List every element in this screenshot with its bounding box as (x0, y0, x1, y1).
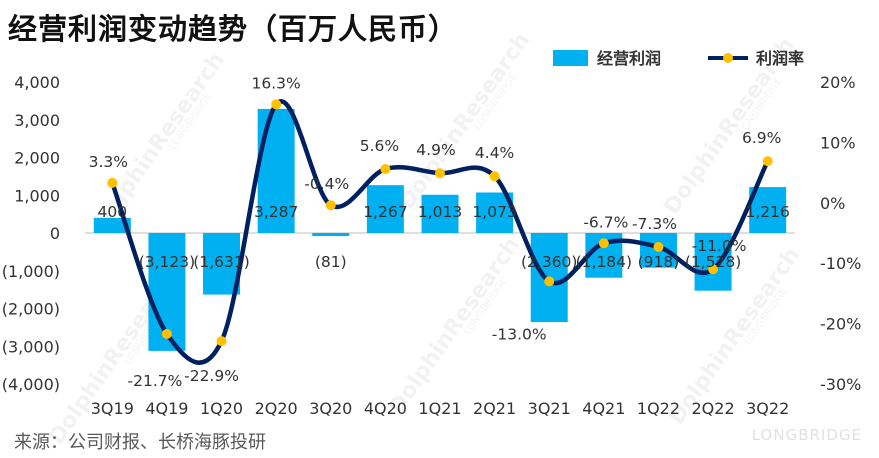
margin-value-label: -6.7% (583, 213, 628, 231)
bar-4Q20 (366, 185, 404, 233)
x-tick-label: 1Q22 (637, 399, 680, 418)
x-tick-label: 3Q20 (309, 399, 352, 418)
y-right-tick-label: -30% (820, 375, 861, 394)
y-right-tick-label: 10% (820, 133, 856, 152)
y-left-tick-label: (1,000) (2, 262, 60, 281)
x-tick-label: 3Q22 (746, 399, 789, 418)
bar-value-label: 3,287 (254, 203, 298, 221)
x-tick-label: 2Q21 (473, 399, 516, 418)
bar-value-label: (3,123) (139, 253, 195, 271)
margin-point-2Q20 (271, 99, 282, 110)
margin-value-label: -21.7% (128, 372, 183, 390)
watermark-brand-corner: LONGBRIDGE (752, 426, 862, 444)
y-right-tick-label: -20% (820, 315, 861, 334)
x-tick-label: 1Q21 (418, 399, 461, 418)
source-note: 来源：公司财报、长桥海豚投研 (14, 432, 266, 453)
margin-value-label: -22.9% (184, 367, 239, 385)
bar-2Q20 (257, 108, 295, 233)
margin-value-label: 5.6% (360, 137, 399, 155)
bar-value-label: 1,267 (363, 203, 407, 221)
margin-value-label: -7.3% (632, 215, 677, 233)
x-tick-label: 2Q22 (692, 399, 735, 418)
margin-point-2Q21 (489, 171, 500, 182)
bar-1Q21 (421, 194, 459, 233)
margin-point-1Q22 (653, 241, 664, 252)
margin-value-label: -13.0% (492, 325, 547, 343)
watermark-text: DolphinResearch (394, 28, 535, 214)
x-tick-label: 4Q21 (582, 399, 625, 418)
bar-value-label: (1,528) (685, 253, 741, 271)
bar-3Q20 (312, 233, 350, 237)
x-tick-label: 1Q20 (200, 399, 243, 418)
bar-value-label: (2,360) (521, 253, 577, 271)
margin-point-2Q22 (708, 264, 719, 275)
margin-point-3Q22 (762, 156, 773, 167)
labels-layer: 400 (3,123)(1,631) 3,287 (81) 1,267 1,013 1,07… (89, 74, 790, 390)
line-layer (107, 99, 773, 365)
margin-value-label: 16.3% (252, 74, 301, 92)
y-right-tick-label: 0% (820, 194, 845, 213)
margin-point-4Q19 (161, 328, 172, 339)
bar-2Q22 (694, 233, 732, 291)
margin-value-label: 6.9% (742, 129, 781, 147)
x-tick-label: 4Q20 (364, 399, 407, 418)
y-left-tick-label: (2,000) (2, 300, 60, 319)
bar-3Q19 (93, 217, 131, 233)
margin-value-label: -0.4% (304, 175, 349, 193)
margin-point-4Q20 (380, 163, 391, 174)
y-right-tick-label: -10% (820, 254, 861, 273)
x-tick-label: 4Q19 (145, 399, 188, 418)
bar-value-label: 400 (98, 203, 128, 221)
chart-title: 经营利润变动趋势（百万人民币） (8, 12, 459, 46)
legend-line-label: 利润率 (756, 49, 804, 68)
bar-value-label: 1,073 (472, 203, 516, 221)
margin-value-label: 4.9% (416, 141, 455, 159)
bar-value-label: (81) (315, 253, 347, 271)
x-tick-label: 3Q21 (528, 399, 571, 418)
margin-point-3Q20 (325, 200, 336, 211)
margin-point-4Q21 (598, 238, 609, 249)
y-left-tick-label: (4,000) (2, 375, 60, 394)
bar-value-label: (1,631) (193, 253, 249, 271)
legend: 经营利润 利润率 (553, 49, 804, 68)
y-left-tick-label: 1,000 (14, 186, 60, 205)
y-left-tick-label: (3,000) (2, 337, 60, 356)
bar-value-label: 1,013 (418, 203, 462, 221)
y-left-tick-label: 0 (50, 224, 60, 243)
margin-point-1Q20 (216, 336, 227, 347)
x-tick-label: 3Q19 (91, 399, 134, 418)
y-left-tick-label: 3,000 (14, 111, 60, 130)
y-left-tick-label: 4,000 (14, 73, 60, 92)
y-left-tick-label: 2,000 (14, 149, 60, 168)
margin-value-label: -11.0% (692, 237, 747, 255)
bar-1Q20 (203, 233, 241, 295)
legend-line-marker (723, 53, 733, 63)
bar-value-label: (918) (638, 253, 680, 271)
legend-bar-swatch (553, 50, 588, 66)
bar-value-label: (1,184) (576, 253, 632, 271)
x-tick-label: 2Q20 (255, 399, 298, 418)
margin-point-3Q19 (107, 177, 118, 188)
margin-value-label: 4.4% (475, 144, 514, 162)
margin-point-3Q21 (544, 276, 555, 287)
legend-bar-label: 经营利润 (597, 49, 661, 68)
bar-value-label: 1,216 (746, 203, 790, 221)
y-right-tick-label: 20% (820, 73, 856, 92)
margin-value-label: 3.3% (89, 153, 128, 171)
margin-point-1Q21 (435, 168, 445, 179)
